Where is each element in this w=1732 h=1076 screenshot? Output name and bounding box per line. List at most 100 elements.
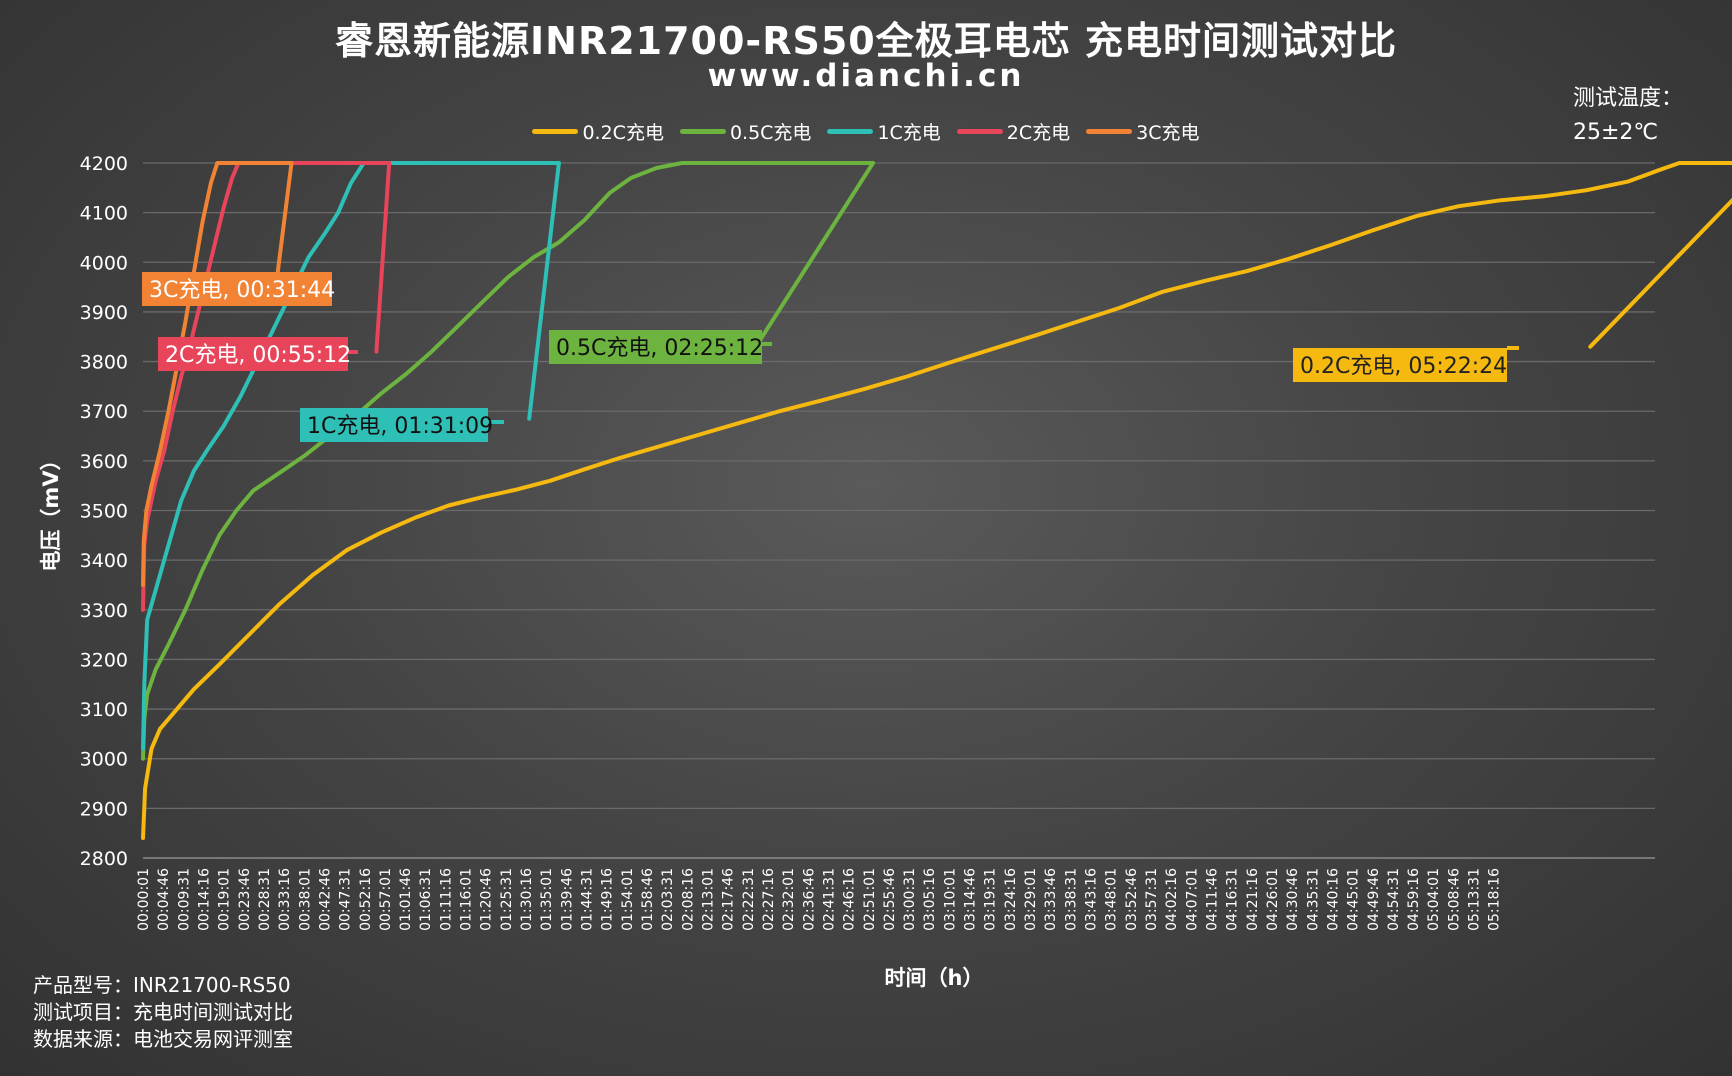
legend-item-1: 0.5C充电	[679, 118, 812, 145]
x-tick-label: 04:30:46	[1285, 868, 1301, 931]
legend-swatch	[532, 129, 579, 134]
legend-swatch	[1086, 129, 1133, 134]
x-tick-label: 04:26:01	[1265, 868, 1281, 931]
annotation-label-3: 2C充电, 00:55:12	[165, 343, 351, 368]
annotation-box-2	[300, 408, 488, 442]
x-tick-label: 02:13:01	[700, 868, 716, 931]
x-tick-label: 04:07:01	[1184, 868, 1200, 931]
x-tick-label: 00:14:16	[196, 868, 212, 931]
x-tick-label: 04:45:01	[1346, 868, 1362, 931]
x-tick-label: 03:14:46	[963, 868, 979, 931]
x-tick-label: 03:43:16	[1084, 868, 1100, 931]
x-tick-label: 03:29:01	[1023, 868, 1039, 931]
legend-label: 0.5C充电	[729, 122, 812, 144]
x-tick-label: 04:16:31	[1225, 868, 1241, 931]
x-tick-label: 03:57:31	[1144, 868, 1160, 931]
x-tick-label: 03:24:16	[1003, 868, 1019, 931]
x-tick-label: 02:51:01	[862, 868, 878, 931]
x-tick-label: 04:11:46	[1204, 868, 1220, 931]
y-tick-label: 3500	[80, 501, 128, 523]
x-axis-title: 时间（h）	[885, 966, 984, 990]
chart-subtitle: www.dianchi.cn	[707, 58, 1025, 94]
y-tick-label: 3700	[80, 401, 128, 423]
x-tick-label: 05:13:31	[1467, 868, 1483, 931]
y-tick-label: 4200	[80, 153, 128, 175]
x-tick-label: 04:02:16	[1164, 868, 1180, 931]
x-tick-label: 02:27:16	[761, 868, 777, 931]
y-tick-label: 3600	[80, 451, 128, 473]
x-tick-label: 00:09:31	[176, 868, 192, 931]
annotation-box-3	[158, 337, 348, 371]
x-tick-label: 02:32:01	[781, 868, 797, 931]
annotation-label-1: 0.5C充电, 02:25:12	[556, 336, 763, 361]
x-tick-label: 01:16:01	[459, 868, 475, 931]
x-tick-label: 01:35:01	[539, 868, 555, 931]
x-tick-label: 05:18:16	[1487, 868, 1503, 931]
x-tick-label: 04:35:31	[1305, 868, 1321, 931]
series-end-line-3	[374, 161, 392, 354]
series-line-2	[141, 161, 561, 751]
y-tick-label: 2900	[80, 798, 128, 820]
y-tick-label: 3000	[80, 749, 128, 771]
series-end-line-2	[527, 161, 561, 421]
x-tick-label: 00:42:46	[317, 868, 333, 931]
temperature-label: 测试温度：	[1573, 86, 1684, 111]
x-tick-label: 00:57:01	[378, 868, 394, 931]
x-tick-label: 02:36:46	[801, 868, 817, 931]
x-tick-label: 01:54:01	[620, 868, 636, 931]
chart-title: 睿恩新能源INR21700-RS50全极耳电芯 充电时间测试对比	[335, 19, 1397, 63]
footer-test-item: 测试项目：充电时间测试对比	[33, 1000, 293, 1024]
x-tick-label: 04:54:31	[1386, 868, 1402, 931]
temperature-note: 测试温度： 25±2℃	[1573, 82, 1683, 150]
annotation-label-2: 1C充电, 01:31:09	[307, 414, 493, 439]
x-tick-label: 01:25:31	[499, 868, 515, 931]
x-tick-label: 00:04:46	[156, 868, 172, 931]
x-tick-label: 02:41:31	[821, 868, 837, 931]
x-tick-label: 03:38:31	[1063, 868, 1079, 931]
x-tick-label: 04:21:16	[1245, 868, 1261, 931]
annotation-box-0	[1293, 348, 1507, 382]
legend-item-2: 1C充电	[827, 118, 941, 145]
x-tick-label: 00:47:31	[338, 868, 354, 931]
y-tick-label: 3100	[80, 699, 128, 721]
footer-product-model: 产品型号：INR21700-RS50	[33, 973, 291, 997]
legend-item-4: 3C充电	[1086, 118, 1200, 145]
legend-label: 2C充电	[1006, 122, 1071, 144]
x-tick-label: 01:06:31	[418, 868, 434, 931]
legend-label: 0.2C充电	[582, 122, 664, 144]
x-tick-label: 03:48:01	[1104, 868, 1120, 931]
x-tick-label: 05:04:01	[1426, 868, 1442, 931]
y-axis-title: 电压（mV）	[39, 449, 63, 571]
x-tick-label: 03:00:31	[902, 868, 918, 931]
x-tick-label: 02:03:31	[660, 868, 676, 931]
temperature-value: 25±2℃	[1573, 120, 1659, 145]
x-tick-label: 02:55:46	[882, 868, 898, 931]
annotation-box-4	[142, 272, 332, 306]
annotation-label-4: 3C充电, 00:31:44	[149, 278, 335, 303]
x-tick-label: 02:17:46	[721, 868, 737, 931]
x-tick-label: 02:46:16	[842, 868, 858, 931]
y-tick-label: 3400	[80, 550, 128, 572]
annotation-label-0: 0.2C充电, 05:22:24	[1300, 354, 1507, 379]
legend-swatch	[827, 129, 874, 134]
series-end-line-1	[756, 161, 875, 345]
legend-swatch	[956, 129, 1003, 134]
y-tick-label: 4000	[80, 252, 128, 274]
x-tick-label: 01:30:16	[519, 868, 535, 931]
x-tick-label: 00:19:01	[217, 868, 233, 931]
x-tick-label: 00:28:31	[257, 868, 273, 931]
y-tick-label: 3800	[80, 352, 128, 374]
x-tick-label: 04:40:16	[1325, 868, 1341, 931]
x-tick-label: 02:22:31	[741, 868, 757, 931]
series-line-3	[141, 161, 392, 612]
series-line-0	[141, 161, 1732, 841]
x-tick-label: 01:11:16	[438, 868, 454, 931]
x-tick-label: 00:38:01	[297, 868, 313, 931]
legend-label: 1C充电	[877, 122, 941, 144]
x-tick-label: 03:33:46	[1043, 868, 1059, 931]
y-tick-label: 3900	[80, 302, 128, 324]
x-tick-label: 03:05:16	[922, 868, 938, 931]
x-tick-label: 00:00:01	[136, 868, 152, 931]
x-tick-label: 02:08:16	[680, 868, 696, 931]
